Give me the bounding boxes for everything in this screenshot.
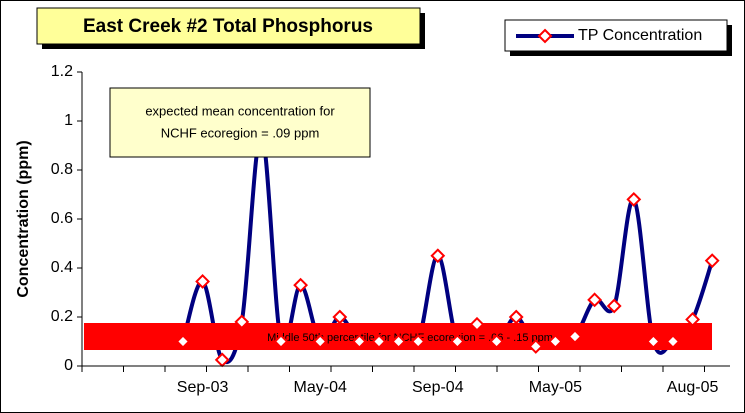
marker — [449, 334, 465, 349]
marker — [410, 334, 426, 349]
marker — [645, 334, 661, 349]
marker — [685, 312, 701, 327]
marker — [312, 334, 328, 349]
marker — [547, 334, 563, 349]
marker — [371, 334, 387, 349]
marker — [606, 298, 622, 314]
marker — [195, 274, 211, 289]
y-tick-label: 0 — [64, 357, 73, 374]
annotation: NCHF ecoregion = .09 ppm — [161, 125, 320, 140]
legend-label: TP Concentration — [578, 27, 702, 44]
marker — [704, 253, 720, 269]
x-tick-label: Aug-05 — [667, 379, 719, 396]
y-tick-label: 0.8 — [51, 161, 73, 178]
marker — [508, 309, 524, 325]
marker — [665, 334, 681, 349]
marker — [234, 314, 250, 330]
marker — [587, 292, 603, 308]
marker — [469, 316, 485, 332]
x-tick-label: Sep-04 — [412, 379, 464, 396]
marker — [175, 334, 191, 349]
marker — [430, 248, 446, 264]
band-label: Middle 50th percentile for NCHF ecoregio… — [267, 332, 553, 344]
x-tick-label: May-05 — [529, 379, 582, 396]
annotation: expected mean concentration for — [145, 103, 335, 118]
y-tick-label: 0.4 — [51, 259, 73, 276]
marker — [391, 334, 407, 349]
grid: 0 0.2 0.4 0.6 0.8 1 1.2 — [51, 63, 82, 374]
x-tick-label: Sep-03 — [177, 379, 229, 396]
marker — [626, 191, 642, 207]
marker — [293, 277, 309, 293]
annotation-box — [109, 87, 371, 158]
chart-title: East Creek #2 Total Phosphorus — [83, 16, 373, 37]
markers — [175, 125, 720, 368]
x-tick-label: May-04 — [294, 379, 347, 396]
x-ticks: Sep-03 May-04 Sep-04 May-05 Aug-05 — [81, 366, 719, 396]
marker — [351, 334, 367, 349]
title-box — [36, 7, 421, 45]
marker — [528, 338, 544, 354]
marker — [273, 334, 289, 349]
y-tick-label: 0.6 — [51, 210, 73, 227]
y-axis-label: Concentration (ppm) — [15, 140, 32, 297]
y-tick-label: 1 — [64, 112, 73, 129]
y-tick-label: 1.2 — [51, 63, 73, 80]
y-tick-label: 0.2 — [51, 308, 73, 325]
marker — [332, 309, 348, 325]
legend-marker — [537, 28, 553, 44]
marker — [489, 334, 505, 349]
marker — [567, 329, 583, 345]
